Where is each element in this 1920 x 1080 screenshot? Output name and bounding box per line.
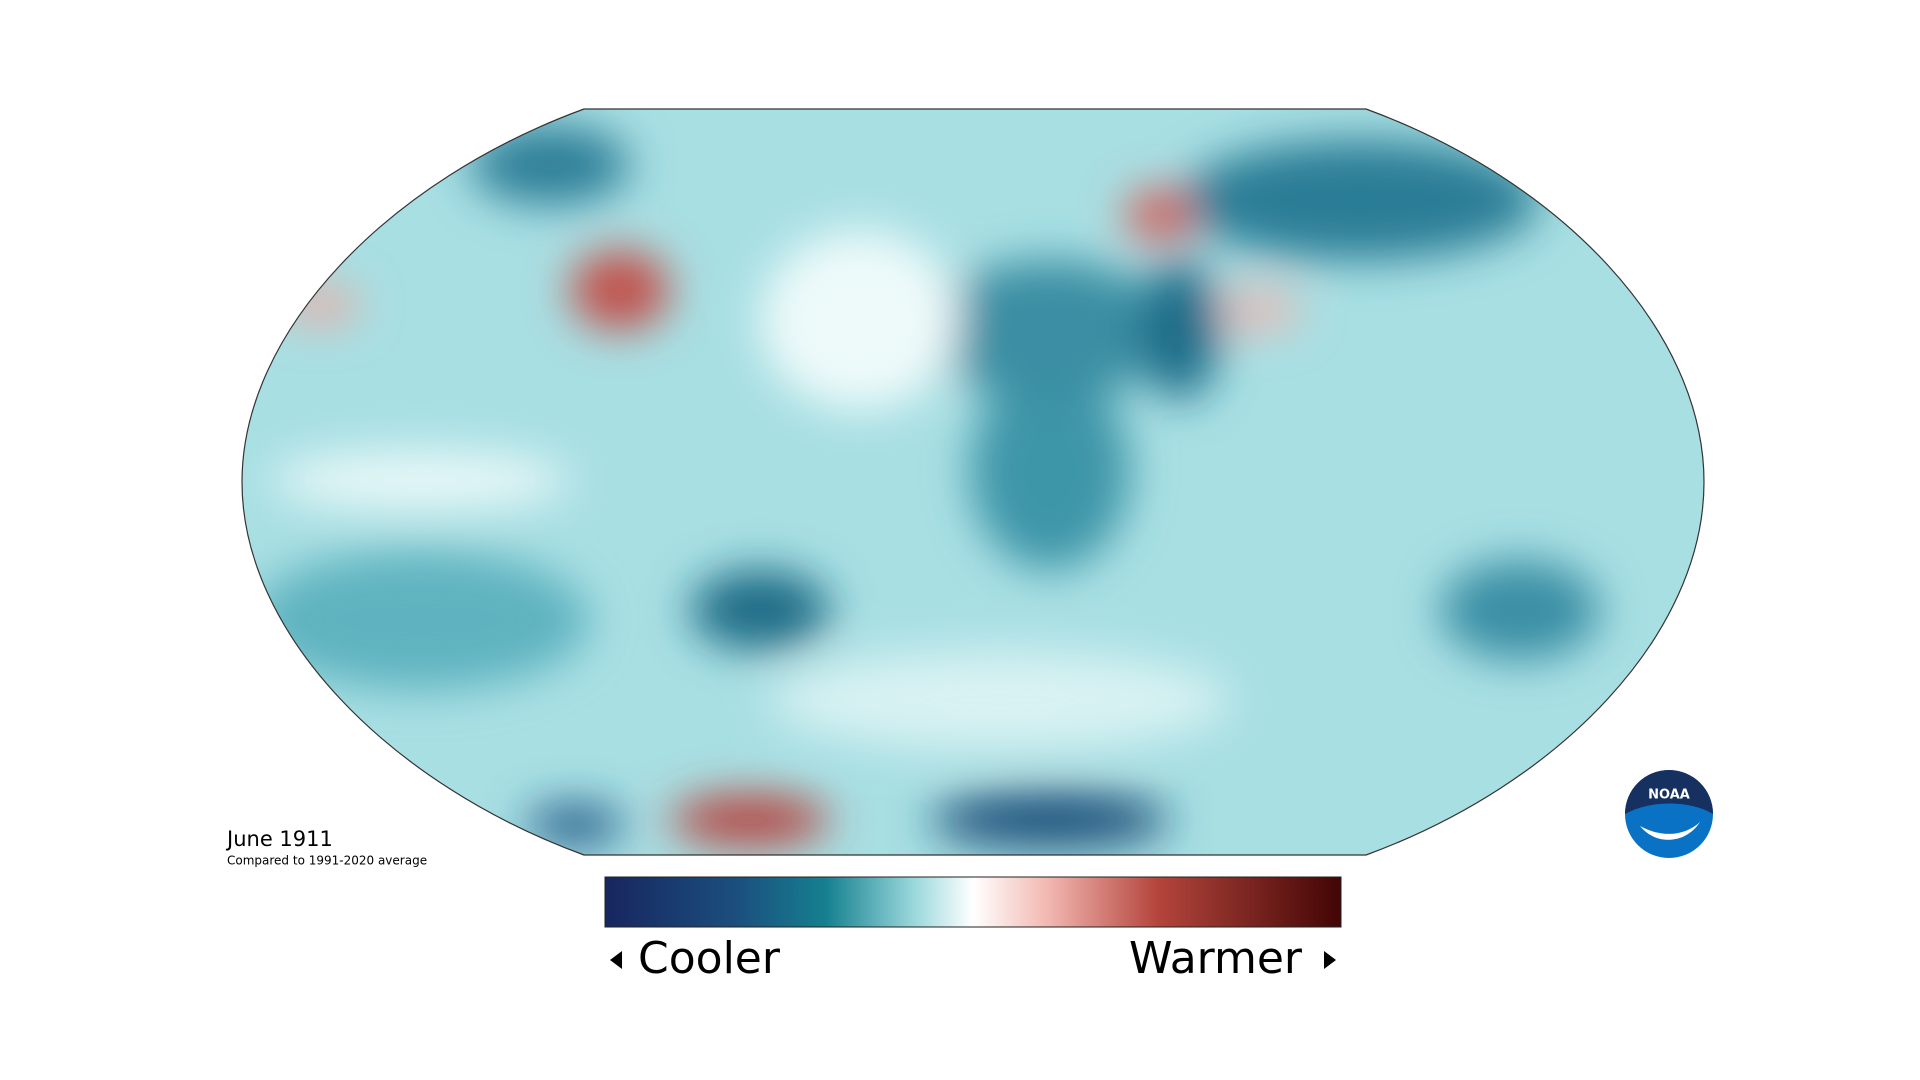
legend-high: Warmer: [1129, 933, 1303, 984]
anomaly-map: [242, 109, 1704, 855]
color-scale: [604, 876, 1342, 928]
noaa-logo: NOAA: [1625, 770, 1713, 858]
map-title: June 1911: [225, 827, 333, 851]
arrow-left: [610, 951, 622, 969]
logo-text: NOAA: [1648, 788, 1690, 803]
legend-low: Cooler: [638, 933, 781, 984]
arrow-right: [1324, 951, 1336, 969]
map-outline: [241, 108, 1705, 856]
map-subtitle: Compared to 1991-2020 average: [227, 854, 427, 868]
